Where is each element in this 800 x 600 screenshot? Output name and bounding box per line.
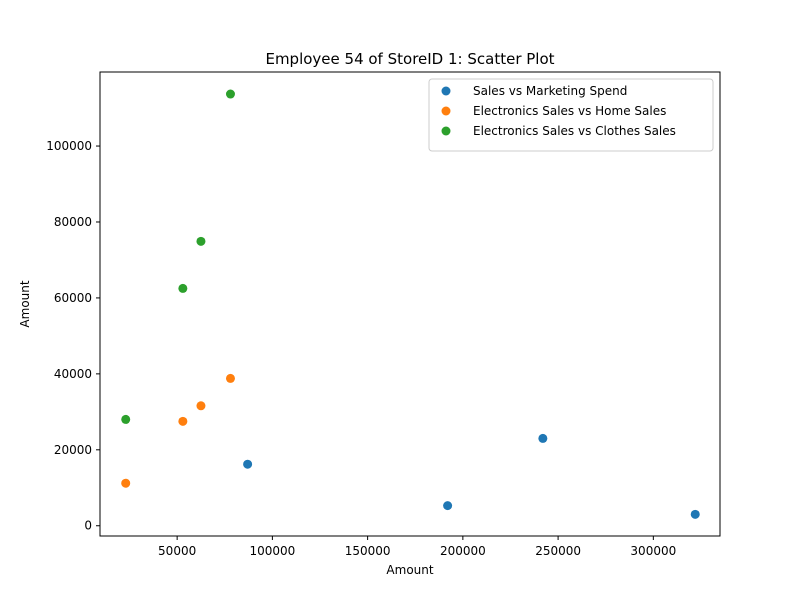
x-tick-label: 100000 <box>249 544 295 558</box>
x-axis: 50000 100000 150000 200000 250000 300000 <box>158 536 676 558</box>
x-axis-label: Amount <box>386 563 433 577</box>
legend-box <box>428 78 714 152</box>
data-point-series-3 <box>225 89 235 99</box>
data-point-series-2 <box>121 478 131 488</box>
y-tick-label: 20000 <box>54 443 92 457</box>
y-tick-label: 100000 <box>46 139 92 153</box>
legend-marker <box>441 106 451 116</box>
data-point-series-2 <box>196 401 206 411</box>
y-tick-label: 0 <box>84 519 92 533</box>
data-point-series-1 <box>243 459 253 469</box>
data-point-series-1 <box>690 509 700 519</box>
x-tick-label: 50000 <box>158 544 196 558</box>
data-point-series-3 <box>121 414 131 424</box>
data-point-series-3 <box>196 236 206 246</box>
y-tick-label: 40000 <box>54 367 92 381</box>
legend-marker <box>441 86 451 96</box>
plot-frame <box>99 71 721 537</box>
y-tick-label: 60000 <box>54 291 92 305</box>
data-point-series-2 <box>178 416 188 426</box>
x-tick-label: 250000 <box>535 544 581 558</box>
x-tick-label: 200000 <box>440 544 486 558</box>
data-point-series-1 <box>443 501 453 511</box>
data-point-series-3 <box>178 283 188 293</box>
legend-label: Electronics Sales vs Home Sales <box>473 104 666 118</box>
data-point-series-1 <box>538 433 548 443</box>
data-point-series-2 <box>225 373 235 383</box>
y-axis-label: Amount <box>18 280 32 327</box>
y-axis: 0 20000 40000 60000 80000 100000 <box>46 139 100 533</box>
legend-marker <box>441 126 451 136</box>
legend-label: Electronics Sales vs Clothes Sales <box>473 124 676 138</box>
legend-label: Sales vs Marketing Spend <box>473 84 627 98</box>
chart-title: Employee 54 of StoreID 1: Scatter Plot <box>265 50 554 68</box>
x-tick-label: 300000 <box>630 544 676 558</box>
legend: Sales vs Marketing Spend Electronics Sale… <box>428 78 714 152</box>
x-tick-label: 150000 <box>345 544 391 558</box>
y-tick-label: 80000 <box>54 215 92 229</box>
plot-area <box>121 89 700 519</box>
